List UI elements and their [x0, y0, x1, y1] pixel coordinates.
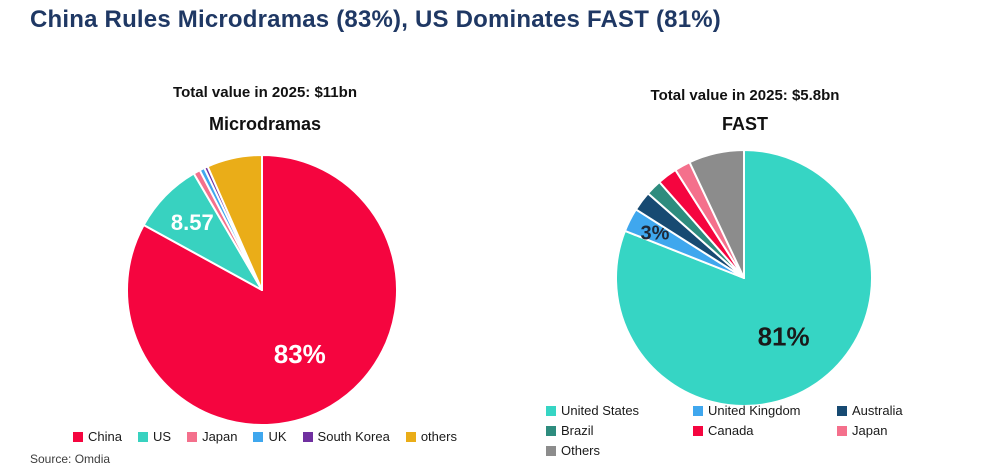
- source-note: Source: Omdia: [30, 452, 111, 466]
- page-title: China Rules Microdramas (83%), US Domina…: [30, 6, 721, 33]
- legend-marker-japan: [837, 425, 847, 436]
- legend-label-brazil: Brazil: [561, 423, 594, 438]
- pie-slice-china: [126, 154, 398, 426]
- microdramas-total-value-subtitle: Total value in 2025: $11bn: [173, 84, 357, 101]
- fast-pie-chart: 81% 3%: [615, 149, 873, 407]
- pie-slice-others: [688, 149, 745, 279]
- legend-item-japan: Japan: [837, 423, 903, 438]
- legend-marker-canada: [693, 425, 703, 436]
- legend-label-japan: Japan: [202, 429, 238, 444]
- legend-label-australia: Australia: [852, 403, 903, 418]
- legend-marker-united-states: [546, 405, 556, 416]
- legend-label-japan: Japan: [852, 423, 888, 438]
- legend-marker-uk: [253, 431, 264, 442]
- legend-label-china: China: [88, 429, 122, 444]
- legend-marker-united-kingdom: [693, 405, 703, 416]
- legend-item-japan: Japan: [187, 429, 237, 444]
- fast-legend: United States United Kingdom Australia Braz…: [546, 403, 903, 458]
- legend-label-others: others: [420, 429, 457, 444]
- legend-label-united-kingdom: United Kingdom: [708, 403, 801, 418]
- legend-marker-others: [546, 445, 556, 456]
- pie-data-label-us: 8.57: [171, 210, 214, 235]
- legend-item-china: China: [73, 429, 122, 444]
- fast-chart-title: FAST: [721, 114, 768, 134]
- pie-slice-others: [206, 154, 263, 291]
- legend-item-canada: Canada: [693, 423, 837, 438]
- microdramas-chart-title: Microdramas: [208, 114, 322, 134]
- microdramas-pie-chart: 83% 8.57: [126, 154, 398, 426]
- legend-item-brazil: Brazil: [546, 423, 693, 438]
- legend-marker-china: [73, 431, 84, 442]
- legend-marker-south-korea: [302, 431, 313, 442]
- legend-item-united-kingdom: United Kingdom: [693, 403, 837, 418]
- pie-data-label-united-states: 81%: [758, 321, 810, 351]
- legend-label-us: US: [153, 429, 172, 444]
- legend-marker-brazil: [546, 425, 556, 436]
- microdramas-legend: China US Japan UK South Korea others: [45, 429, 485, 444]
- legend-label-others: Others: [561, 443, 601, 458]
- legend-marker-australia: [837, 405, 847, 416]
- legend-label-united-states: United States: [561, 403, 640, 418]
- legend-marker-us: [138, 431, 148, 442]
- legend-item-us: US: [138, 429, 171, 444]
- legend-item-uk: UK: [253, 429, 287, 444]
- legend-label-uk: UK: [268, 429, 287, 444]
- legend-item-australia: Australia: [837, 403, 903, 418]
- fast-total-value-subtitle: Total value in 2025: $5.8bn: [650, 87, 840, 104]
- pie-data-label-united-kingdom: 3%: [641, 223, 670, 245]
- legend-item-south-korea: South Korea: [302, 429, 390, 444]
- legend-item-others: others: [405, 429, 457, 444]
- legend-item-united-states: United States: [546, 403, 693, 418]
- legend-marker-others: [405, 431, 416, 442]
- legend-marker-japan: [187, 431, 198, 442]
- legend-label-canada: Canada: [708, 423, 754, 438]
- pie-data-label-china: 83%: [274, 339, 326, 369]
- legend-item-others: Others: [546, 443, 693, 458]
- legend-label-south-korea: South Korea: [317, 429, 390, 444]
